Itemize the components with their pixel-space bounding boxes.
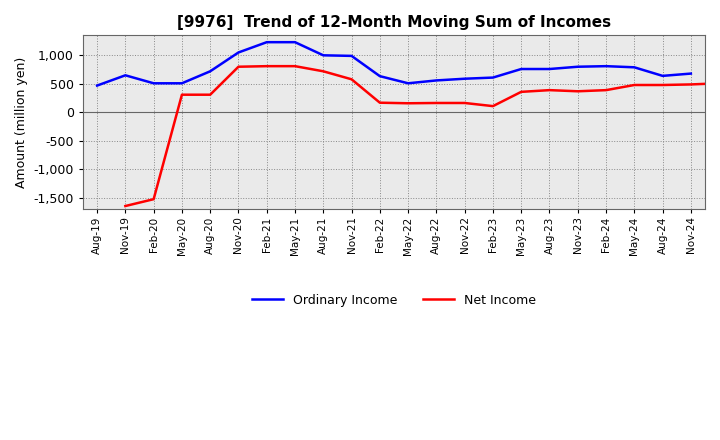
Ordinary Income [404,81,413,86]
Ordinary Income [121,73,130,78]
Net Income [489,103,498,109]
Legend: Ordinary Income, Net Income: Ordinary Income, Net Income [247,289,541,312]
Net Income [234,64,243,70]
Net Income [658,82,667,88]
Net Income [460,100,469,106]
Net Income [517,89,526,95]
Ordinary Income [658,73,667,78]
Ordinary Income [149,81,158,86]
Ordinary Income [489,75,498,80]
Line: Ordinary Income: Ordinary Income [97,42,691,85]
Net Income [319,69,328,74]
Ordinary Income [291,40,300,45]
Net Income [291,63,300,69]
Y-axis label: Amount (million yen): Amount (million yen) [15,57,28,188]
Net Income [687,82,696,87]
Title: [9976]  Trend of 12-Month Moving Sum of Incomes: [9976] Trend of 12-Month Moving Sum of I… [177,15,611,30]
Ordinary Income [432,78,441,83]
Ordinary Income [602,63,611,69]
Ordinary Income [262,40,271,45]
Net Income [206,92,215,97]
Net Income [121,203,130,209]
Line: Net Income: Net Income [125,66,720,206]
Net Income [630,82,639,88]
Ordinary Income [630,65,639,70]
Ordinary Income [687,71,696,76]
Ordinary Income [545,66,554,72]
Ordinary Income [347,53,356,59]
Ordinary Income [573,64,582,70]
Net Income [602,88,611,93]
Ordinary Income [319,53,328,58]
Ordinary Income [517,66,526,72]
Ordinary Income [234,50,243,55]
Ordinary Income [93,83,102,88]
Ordinary Income [206,69,215,74]
Net Income [573,88,582,94]
Net Income [149,197,158,202]
Net Income [376,100,384,105]
Net Income [404,101,413,106]
Net Income [545,88,554,93]
Net Income [347,77,356,82]
Net Income [178,92,186,97]
Ordinary Income [178,81,186,86]
Net Income [715,81,720,86]
Ordinary Income [376,73,384,79]
Net Income [432,100,441,106]
Ordinary Income [460,76,469,81]
Net Income [262,63,271,69]
